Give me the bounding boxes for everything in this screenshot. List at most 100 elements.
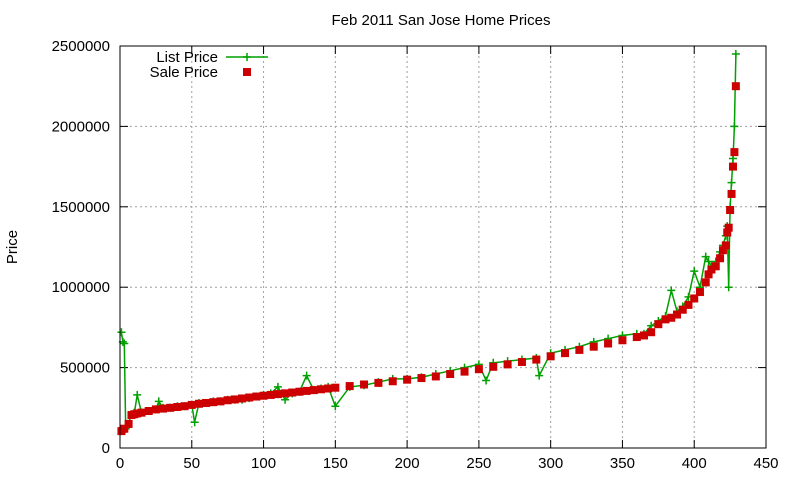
- list-price-point: [302, 371, 311, 380]
- sale-price-point: [716, 254, 725, 263]
- sale-price-point: [374, 378, 383, 387]
- grid-lines: [120, 46, 766, 448]
- legend-swatch-sale-price: [243, 68, 251, 76]
- sale-price-point: [727, 189, 736, 198]
- sale-price-point: [726, 206, 735, 215]
- list-price-point: [154, 397, 163, 406]
- sale-price-point: [460, 367, 469, 376]
- sale-price-point: [324, 384, 333, 393]
- sale-price-point: [388, 377, 397, 386]
- plot-frame: [119, 45, 767, 449]
- sale-price-point: [180, 402, 189, 411]
- x-axis-ticks: 0 50 100 150 200 250 300 350 400 450: [116, 46, 779, 472]
- list-price-point: [667, 286, 676, 295]
- x-tick-label: 100: [251, 455, 276, 472]
- sale-price-point: [589, 342, 598, 351]
- sale-price-point: [173, 402, 182, 411]
- y-axis-label: Price: [4, 230, 21, 264]
- legend-marker-list-price: [243, 53, 251, 61]
- sale-price-point: [216, 397, 225, 406]
- list-price-point: [120, 339, 129, 348]
- sale-price-point: [489, 362, 498, 371]
- y-axis-ticks: 0 500000 1000000 1500000 2000000 2500000: [52, 38, 766, 457]
- sale-price-point: [667, 313, 676, 322]
- sale-price-point: [124, 419, 133, 428]
- list-price-point: [704, 257, 713, 266]
- sale-price-point: [575, 345, 584, 354]
- sale-price-point: [503, 360, 512, 369]
- list-price-point: [117, 328, 126, 337]
- sale-price-point: [259, 391, 268, 400]
- sale-price-point: [561, 349, 570, 358]
- sale-price-point: [223, 396, 232, 405]
- x-tick-label: 50: [183, 455, 200, 472]
- list-price-point: [482, 376, 491, 385]
- list-price-line: [120, 53, 737, 431]
- sale-price-point: [707, 265, 716, 274]
- list-price-point: [331, 402, 340, 411]
- y-tick-label: 1000000: [52, 279, 110, 296]
- sale-price-point: [144, 407, 153, 416]
- sale-price-point: [403, 375, 412, 384]
- sale-price-point: [604, 339, 613, 348]
- sale-price-point: [288, 388, 297, 397]
- legend: List Price Sale Price: [150, 49, 268, 81]
- sale-price-point: [672, 310, 681, 319]
- sale-price-point: [151, 405, 160, 414]
- x-tick-label: 400: [682, 455, 707, 472]
- sale-price-point: [639, 331, 648, 340]
- list-price-point: [133, 390, 142, 399]
- sale-price-point: [360, 380, 369, 389]
- sale-price-point: [730, 148, 739, 157]
- sale-price-point: [266, 390, 275, 399]
- sale-price-point: [721, 241, 730, 250]
- sale-price-point: [728, 162, 737, 171]
- sale-price-point: [661, 315, 670, 324]
- x-tick-label: 450: [753, 455, 778, 472]
- sale-price-point: [654, 320, 663, 329]
- sale-price-point: [230, 395, 239, 404]
- y-tick-label: 0: [102, 440, 110, 457]
- list-price-point: [690, 267, 699, 276]
- legend-marker-sale-price: [243, 68, 251, 76]
- sale-price-point: [209, 398, 218, 407]
- sale-price-point: [245, 393, 254, 402]
- sale-price-point: [724, 223, 733, 232]
- list-price-point: [731, 50, 740, 59]
- sale-price-point: [133, 409, 142, 418]
- sale-price-point: [678, 305, 687, 314]
- list-price-point: [701, 252, 710, 261]
- legend-label-list-price: List Price: [156, 49, 218, 66]
- legend-swatch-list-price: [226, 53, 268, 61]
- y-tick-label: 2500000: [52, 38, 110, 55]
- y-tick-label: 500000: [60, 360, 110, 377]
- y-tick-label: 1500000: [52, 199, 110, 216]
- list-price-point: [535, 371, 544, 380]
- sale-price-point: [345, 382, 354, 391]
- y-tick-label: 2000000: [52, 118, 110, 135]
- sale-price-point: [532, 355, 541, 364]
- sale-price-point: [474, 365, 483, 374]
- sale-price-point: [302, 386, 311, 395]
- x-tick-label: 150: [323, 455, 348, 472]
- x-tick-label: 0: [116, 455, 124, 472]
- sale-price-point: [647, 328, 656, 337]
- sale-price-point: [309, 386, 318, 395]
- sale-price-point: [431, 372, 440, 381]
- sale-price-point: [701, 278, 710, 287]
- list-price-point: [273, 382, 282, 391]
- x-tick-label: 350: [610, 455, 635, 472]
- x-tick-label: 250: [466, 455, 491, 472]
- chart-title: Feb 2011 San Jose Home Prices: [331, 12, 550, 29]
- sale-price-point: [446, 370, 455, 379]
- list-price-series: [117, 50, 740, 433]
- sale-price-point: [187, 400, 196, 409]
- sale-price-point: [295, 387, 304, 396]
- sale-price-point: [618, 336, 627, 345]
- sale-price-point: [517, 357, 526, 366]
- sale-price-point: [281, 389, 290, 398]
- x-tick-label: 200: [395, 455, 420, 472]
- sale-price-point: [137, 408, 146, 417]
- sale-price-point: [684, 300, 693, 309]
- sale-price-point: [159, 404, 168, 413]
